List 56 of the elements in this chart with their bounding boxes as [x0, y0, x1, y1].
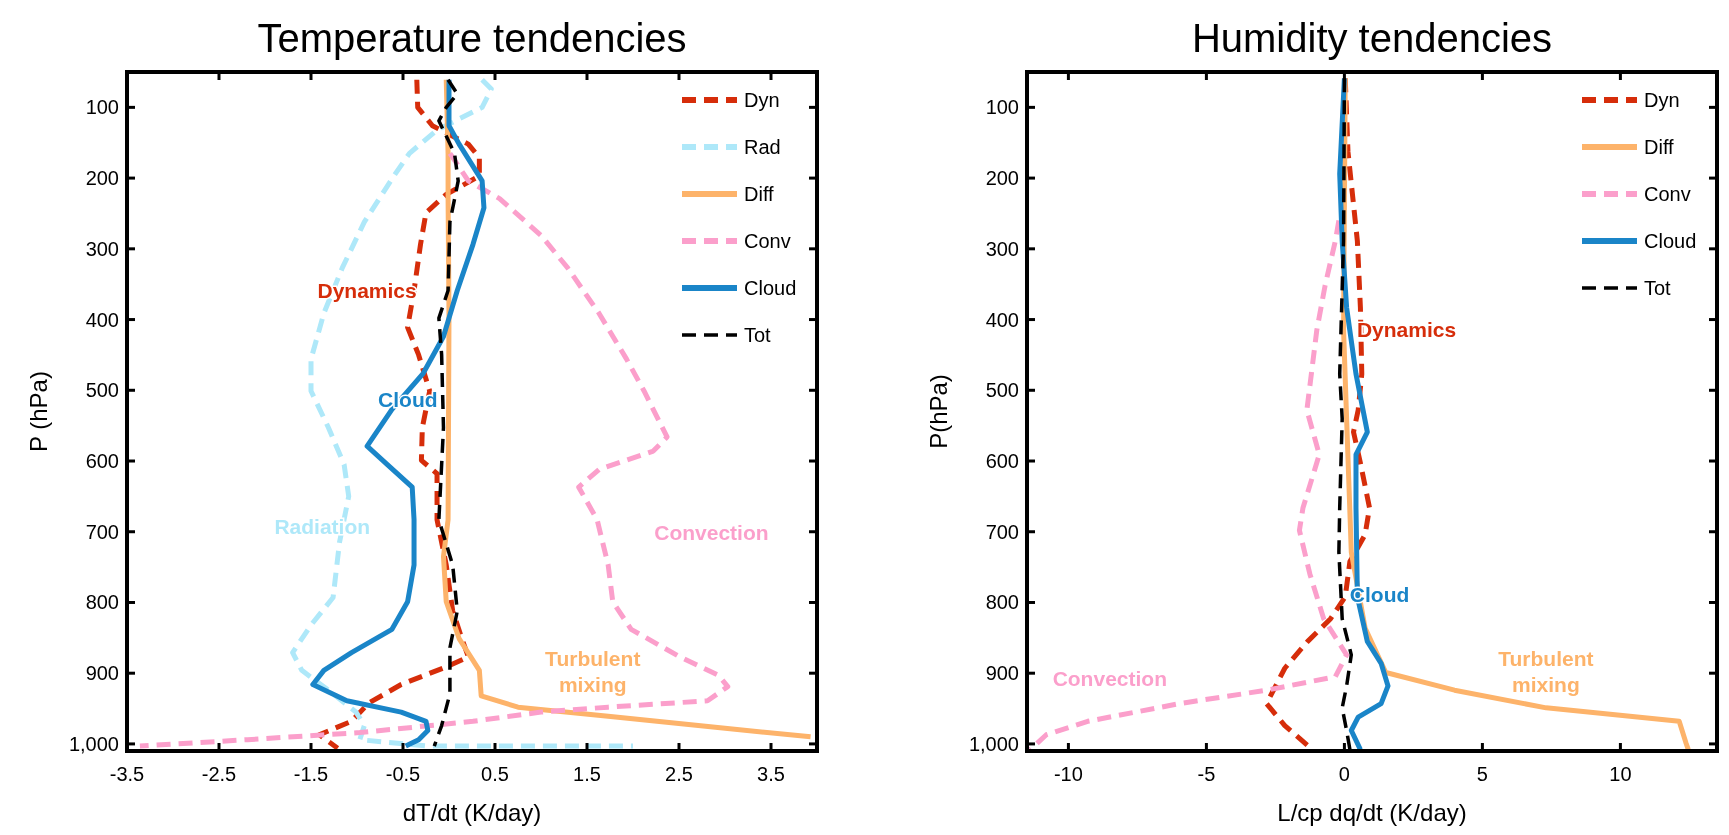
- y-tick-label: 500: [85, 379, 119, 402]
- chart-title: Humidity tendencies: [1191, 16, 1553, 60]
- y-tick-label: 400: [85, 308, 119, 331]
- y-tick-label: 300: [985, 237, 1019, 260]
- x-tick-label: 2.5: [665, 763, 693, 785]
- legend-label: Dyn: [1644, 89, 1680, 111]
- annotation: Turbulent mixing: [1498, 647, 1594, 696]
- y-tick-label: 700: [985, 520, 1019, 543]
- x-axis-title: dT/dt (K/day): [402, 799, 542, 826]
- x-tick-label: -3.5: [109, 763, 145, 785]
- y-tick-label: 600: [85, 450, 119, 473]
- legend-label: Rad: [744, 136, 781, 158]
- x-tick-label: -10: [1053, 763, 1083, 785]
- y-tick-label: 400: [985, 308, 1019, 331]
- legend-label: Conv: [1644, 183, 1691, 205]
- y-tick-label: 900: [85, 662, 119, 685]
- legend-label: Tot: [1644, 277, 1672, 299]
- annotation: Radiation: [274, 514, 371, 538]
- x-tick-label: 0: [1338, 763, 1350, 785]
- y-tick-label: 100: [85, 96, 119, 119]
- x-tick-label: -5: [1197, 763, 1216, 785]
- y-tick-label: 700: [85, 520, 119, 543]
- x-tick-label: 10: [1609, 763, 1632, 785]
- legend-label: Diff: [1644, 136, 1675, 158]
- x-tick-label: 5: [1476, 763, 1488, 785]
- x-tick-label: 0.5: [481, 763, 509, 785]
- y-axis-title: P (hPa): [25, 371, 52, 452]
- x-axis-title: L/cp dq/dt (K/day): [1277, 799, 1467, 826]
- y-tick-label: 900: [985, 662, 1019, 685]
- annotation: Dynamics: [1356, 318, 1457, 342]
- x-tick-label: -1.5: [293, 763, 329, 785]
- y-tick-label: 500: [985, 379, 1019, 402]
- x-tick-label: -0.5: [385, 763, 421, 785]
- annotation: Turbulent mixing: [545, 647, 641, 696]
- legend-label: Conv: [744, 230, 791, 252]
- y-tick-label: 600: [985, 450, 1019, 473]
- x-tick-label: 1.5: [573, 763, 601, 785]
- y-axis-title: P(hPa): [925, 374, 952, 449]
- y-tick-label: 1,000: [968, 732, 1019, 755]
- y-tick-label: 800: [85, 591, 119, 614]
- annotation: Convection: [654, 520, 769, 544]
- y-tick-label: 200: [985, 167, 1019, 190]
- y-tick-label: 1,000: [68, 732, 119, 755]
- legend-label: Tot: [744, 324, 772, 346]
- legend-label: Diff: [744, 183, 775, 205]
- chart-title: Temperature tendencies: [257, 16, 687, 60]
- legend-label: Dyn: [744, 89, 780, 111]
- legend-label: Cloud: [1644, 230, 1697, 252]
- y-tick-label: 800: [985, 591, 1019, 614]
- x-tick-label: -2.5: [201, 763, 237, 785]
- x-tick-label: 3.5: [757, 763, 785, 785]
- legend-label: Cloud: [744, 277, 797, 299]
- annotation: Convection: [1052, 666, 1167, 690]
- y-tick-label: 200: [85, 167, 119, 190]
- y-tick-label: 300: [85, 237, 119, 260]
- y-tick-label: 100: [985, 96, 1019, 119]
